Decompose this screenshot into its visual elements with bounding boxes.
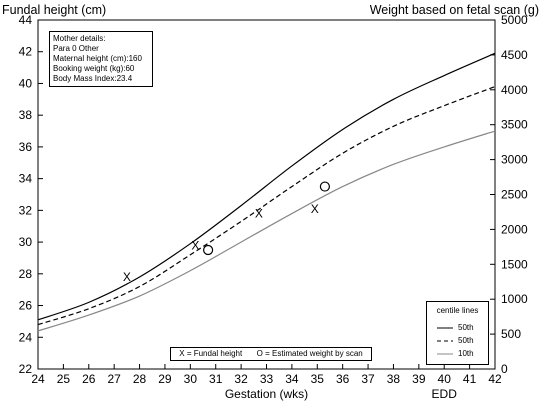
y-right-tick-label: 0 — [501, 362, 508, 376]
y-left-tick-label: 30 — [19, 235, 33, 249]
x-tick-label: 37 — [361, 372, 375, 386]
x-tick-label: 34 — [285, 372, 299, 386]
scan-weight-marker — [319, 181, 330, 192]
x-tick-label: 31 — [209, 372, 223, 386]
y-left-tick-label: 38 — [19, 108, 33, 122]
y-right-tick-label: 2500 — [501, 188, 528, 202]
y-left-tick-label: 42 — [19, 45, 33, 59]
x-tick-label: 36 — [336, 372, 350, 386]
x-tick-label: 29 — [158, 372, 172, 386]
x-axis-title: Gestation (wks) — [225, 387, 308, 401]
fundal-height-marker: X — [255, 207, 263, 221]
mother-details-title: Mother details: — [53, 34, 106, 43]
fundal-height-marker: X — [123, 270, 131, 284]
legend-label-10th: 10th — [458, 349, 474, 358]
x-tick-label: 24 — [31, 372, 45, 386]
legend-label-50th: 50th — [458, 323, 474, 332]
x-tick-label: 25 — [57, 372, 71, 386]
y-left-tick-label: 34 — [19, 172, 33, 186]
y-right-tick-label: 3000 — [501, 153, 528, 167]
marker-legend-x: X = Fundal height — [179, 349, 243, 358]
y-left-tick-label: 40 — [19, 76, 33, 90]
x-tick-label: 38 — [387, 372, 401, 386]
mother-detail-line: Para 0 Other — [53, 44, 99, 53]
marker-legend-box: X = Fundal height O = Estimated weight b… — [170, 347, 372, 361]
y-right-tick-label: 3500 — [501, 118, 528, 132]
y-left-tick-label: 24 — [19, 330, 33, 344]
centile-legend-title: centile lines — [436, 306, 479, 315]
edd-label: EDD — [432, 387, 458, 401]
x-tick-label: 41 — [463, 372, 477, 386]
scan-weight-marker — [203, 244, 214, 256]
y-left-tick-label: 26 — [19, 299, 33, 313]
y-right-tick-label: 4500 — [501, 48, 528, 62]
y-right-tick-label: 2000 — [501, 222, 528, 236]
y-left-tick-label: 28 — [19, 267, 33, 281]
mother-detail-line: Maternal height (cm):160 — [53, 54, 142, 63]
x-tick-label: 40 — [438, 372, 452, 386]
y-left-tick-label: 36 — [19, 140, 33, 154]
centile-line-10th — [37, 130, 496, 332]
y-right-tick-label: 500 — [501, 327, 521, 341]
centile-line-50th-solid — [37, 52, 496, 321]
x-tick-label: 28 — [133, 372, 147, 386]
x-tick-label: 27 — [107, 372, 121, 386]
marker-legend-o: O = Estimated weight by scan — [256, 349, 363, 358]
mother-detail-line: Body Mass Index:23.4 — [53, 74, 133, 83]
y-left-tick-label: 44 — [19, 13, 33, 27]
y-right-tick-label: 5000 — [501, 13, 528, 27]
x-tick-label: 33 — [260, 372, 274, 386]
x-tick-label: 39 — [412, 372, 426, 386]
x-tick-label: 35 — [311, 372, 325, 386]
centile-legend-swatches — [437, 327, 453, 355]
y-left-tick-label: 32 — [19, 203, 33, 217]
y-right-tick-label: 1500 — [501, 257, 528, 271]
legend-label-50th-dashed: 50th — [458, 336, 474, 345]
fundal-height-marker: X — [311, 202, 319, 216]
x-tick-label: 42 — [488, 372, 502, 386]
x-tick-label: 30 — [184, 372, 198, 386]
x-tick-label: 32 — [234, 372, 248, 386]
y-right-tick-label: 4000 — [501, 83, 528, 97]
mother-detail-line: Booking weight (kg):60 — [53, 64, 135, 73]
x-tick-label: 26 — [82, 372, 96, 386]
centile-line-50th-dashed — [37, 86, 496, 326]
fundal-height-marker: X — [191, 238, 199, 252]
centile-legend-box: centile lines 50th 50th 10th — [426, 301, 489, 365]
y-left-tick-label: 22 — [19, 362, 33, 376]
y-right-tick-label: 1000 — [501, 292, 528, 306]
mother-details-box: Mother details: Para 0 Other Maternal he… — [49, 31, 153, 87]
right-axis-title: Weight based on fetal scan (g) — [369, 3, 539, 17]
left-axis-title: Fundal height (cm) — [2, 3, 107, 17]
